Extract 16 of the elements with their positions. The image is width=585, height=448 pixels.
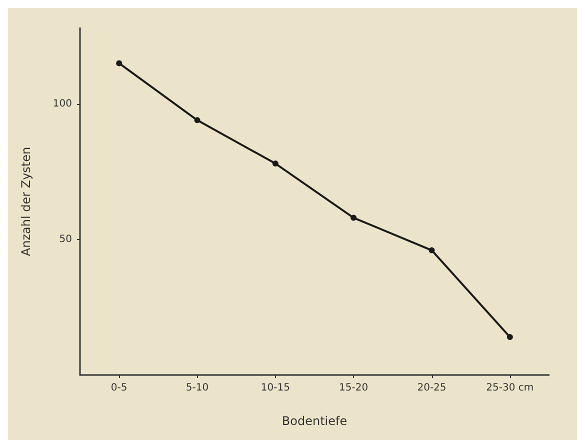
x-axis-title: Bodentiefe [282, 414, 348, 428]
y-axis-title: Anzahl der Zysten [19, 146, 33, 256]
x-tick-label: 15-20 [339, 382, 368, 394]
point [194, 117, 200, 124]
y-tick-label: 100 [52, 98, 72, 110]
x-tick-label: 10-15 [260, 382, 290, 394]
x-tick-label: 20-25 [417, 382, 446, 394]
x-tick-label: 0-5 [110, 382, 128, 394]
point [506, 334, 513, 340]
x-tick-label: 5-10 [186, 382, 209, 394]
x-tick-label: 25-30 cm [486, 382, 534, 394]
point [116, 60, 122, 66]
point [272, 160, 278, 167]
point [428, 247, 435, 254]
y-tick-label: 50 [59, 234, 72, 245]
point [350, 214, 357, 221]
